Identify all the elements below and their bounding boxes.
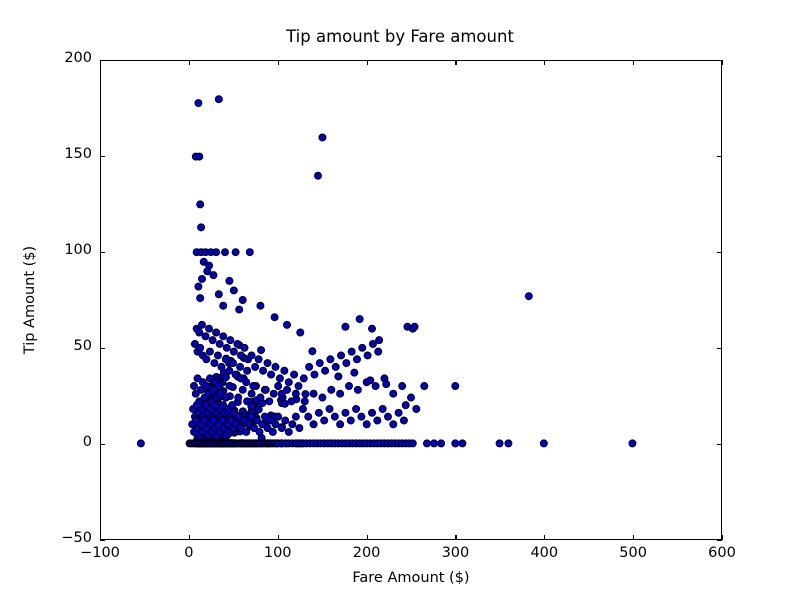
x-tick-label: 0 [184,545,194,561]
y-tick-label: 150 [64,146,92,162]
x-tick-top [722,60,724,65]
chart-title: Tip amount by Fare amount [286,27,514,46]
y-tick-right [717,348,722,350]
y-tick-label: 100 [64,242,92,258]
x-axis-label: Fare Amount ($) [352,570,470,586]
y-tick-right [717,252,722,254]
x-tick-top [544,60,546,65]
y-tick-label: 200 [64,50,92,66]
x-tick-bottom [722,535,724,540]
y-tick-right [717,156,722,158]
x-tick-label: 200 [352,545,381,561]
y-tick-label: −50 [61,530,92,546]
data-points-layer [136,95,637,448]
plot-area [100,60,722,540]
x-tick-top [366,60,368,65]
x-tick-top [188,60,191,65]
y-axis-label-container: Tip Amount ($) [0,60,38,540]
x-tick-bottom [188,535,191,540]
y-tick-left [100,348,105,350]
y-tick-left [100,252,105,254]
x-tick-bottom [277,535,279,540]
x-tick-bottom [366,535,368,540]
x-tick-top [277,60,279,65]
x-tick-label: 300 [441,545,470,561]
x-tick-label: 100 [263,545,292,561]
y-tick-left [100,444,105,446]
x-tick-top [455,60,457,65]
x-tick-label: 400 [530,545,559,561]
x-tick-bottom [455,535,457,540]
y-axis-label: Tip Amount ($) [22,245,38,355]
x-tick-top [633,60,635,65]
y-tick-right [717,444,722,446]
x-tick-bottom [633,535,635,540]
x-tick-bottom [544,535,546,540]
y-tick-left [100,60,105,62]
y-tick-label: 0 [82,434,92,450]
x-tick-label: −100 [80,545,120,561]
y-tick-left [100,156,105,158]
x-tick-top [100,60,102,65]
y-tick-right [717,540,722,542]
y-tick-right [717,60,722,62]
y-tick-label: 50 [73,338,92,354]
x-tick-label: 600 [708,545,736,561]
x-tick-label: 500 [619,545,647,561]
y-tick-left [100,540,105,542]
x-tick-bottom [100,535,102,540]
